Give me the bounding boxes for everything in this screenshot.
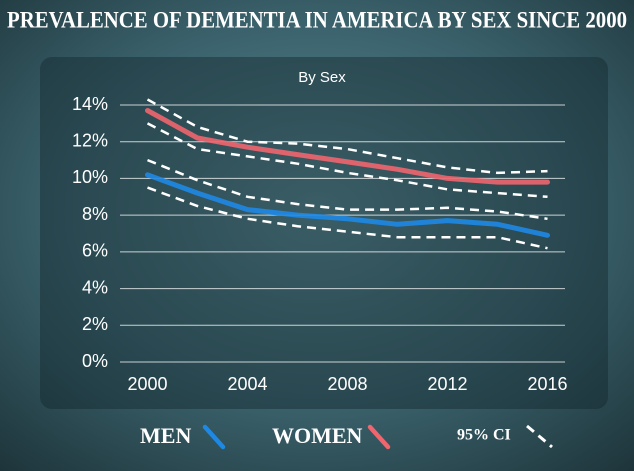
x-tick-label: 2004: [227, 374, 267, 394]
x-tick-label: 2000: [127, 374, 167, 394]
chart-panel: [40, 57, 608, 409]
legend-swatch: [526, 424, 553, 449]
y-tick-label: 8%: [82, 204, 108, 224]
legend-label: 95% CI: [457, 427, 511, 444]
y-tick-label: 6%: [82, 241, 108, 261]
x-tick-label: 2008: [327, 374, 367, 394]
x-tick-label: 2016: [527, 374, 567, 394]
plot-area: 0% 2% 4% 6% 8% 10% 12% 14% 2000 2004 2008 2012 2016: [72, 94, 568, 394]
series-line: [145, 172, 550, 238]
y-tick-label: 12%: [72, 130, 108, 150]
legend-label: MEN: [140, 423, 191, 448]
chart-title: PREVALENCE OF DEMENTIA IN AMERICA BY SEX…: [7, 7, 627, 32]
y-tick-label: 14%: [72, 94, 108, 114]
legend-swatch: [367, 424, 391, 450]
y-tick-label: 2%: [82, 314, 108, 334]
chart-subtitle: By Sex: [298, 69, 346, 86]
x-tick-label: 2012: [427, 374, 467, 394]
y-tick-label: 0%: [82, 351, 108, 371]
y-tick-label: 10%: [72, 167, 108, 187]
y-tick-label: 4%: [82, 277, 108, 297]
legend-label: WOMEN: [272, 423, 363, 448]
legend: MEN WOMEN 95% CI: [140, 423, 553, 450]
series-line: [145, 108, 550, 185]
legend-swatch: [202, 424, 226, 450]
